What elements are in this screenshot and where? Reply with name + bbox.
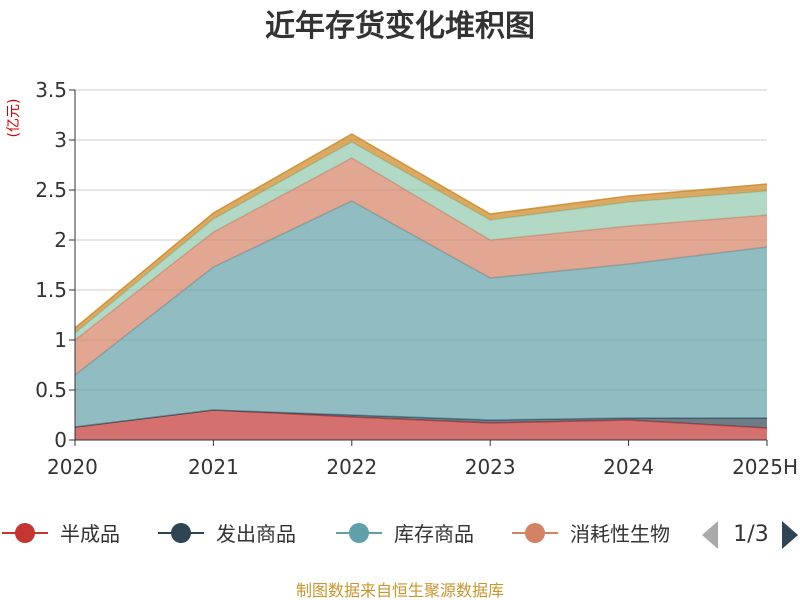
y-tick-label: 1 bbox=[54, 328, 67, 352]
y-tick-label: 1.5 bbox=[35, 278, 67, 302]
legend-label: 库存商品 bbox=[394, 522, 474, 546]
legend-label: 消耗性生物 bbox=[570, 522, 670, 546]
legend-marker bbox=[349, 523, 369, 543]
legend-next-arrow-icon[interactable] bbox=[782, 521, 798, 549]
legend-marker bbox=[15, 523, 35, 543]
area-series-2 bbox=[75, 410, 767, 428]
legend-item-4[interactable]: 消耗性生物 bbox=[512, 522, 670, 546]
legend-label: 半成品 bbox=[60, 522, 120, 546]
legend-item-3[interactable]: 库存商品 bbox=[336, 522, 474, 546]
x-tick-label: 2022 bbox=[326, 455, 377, 479]
data-source-note: 制图数据来自恒生聚源数据库 bbox=[296, 581, 504, 600]
x-tick-label: 2023 bbox=[465, 455, 516, 479]
area-series-line-6 bbox=[74, 133, 768, 329]
area-series-group bbox=[74, 133, 768, 440]
legend-item-1[interactable]: 半成品 bbox=[2, 522, 120, 546]
legend-pager: 1/3 bbox=[702, 521, 798, 549]
legend: 半成品 发出商品 库存商品 消耗性生物 bbox=[2, 522, 670, 546]
y-axis-unit-label: (亿元) bbox=[6, 99, 22, 138]
area-series-4 bbox=[75, 158, 767, 375]
y-tick-label: 3 bbox=[54, 128, 67, 152]
legend-marker bbox=[525, 523, 545, 543]
y-tick-label: 2.5 bbox=[35, 178, 67, 202]
x-tick-label: 2021 bbox=[188, 455, 239, 479]
axes: 0 0.5 1 1.5 2 2.5 3 3.5 2020 2021 2022 2023 2024 2025… bbox=[35, 78, 798, 479]
y-tick-label: 3.5 bbox=[35, 78, 67, 102]
y-tick-label: 0 bbox=[54, 428, 67, 452]
y-tick-label: 0.5 bbox=[35, 378, 67, 402]
legend-page-indicator: 1/3 bbox=[733, 522, 768, 547]
y-tick-label: 2 bbox=[54, 228, 67, 252]
legend-prev-arrow-icon[interactable] bbox=[702, 521, 718, 549]
x-tick-label: 2025H bbox=[732, 455, 798, 479]
x-tick-label: 2020 bbox=[47, 455, 98, 479]
area-series-3 bbox=[75, 201, 767, 427]
x-tick-label: 2024 bbox=[603, 455, 654, 479]
area-series-1 bbox=[75, 410, 767, 440]
chart-title: 近年存货变化堆积图 bbox=[265, 9, 535, 44]
legend-marker bbox=[171, 523, 191, 543]
legend-item-2[interactable]: 发出商品 bbox=[158, 522, 296, 546]
legend-label: 发出商品 bbox=[216, 522, 296, 546]
